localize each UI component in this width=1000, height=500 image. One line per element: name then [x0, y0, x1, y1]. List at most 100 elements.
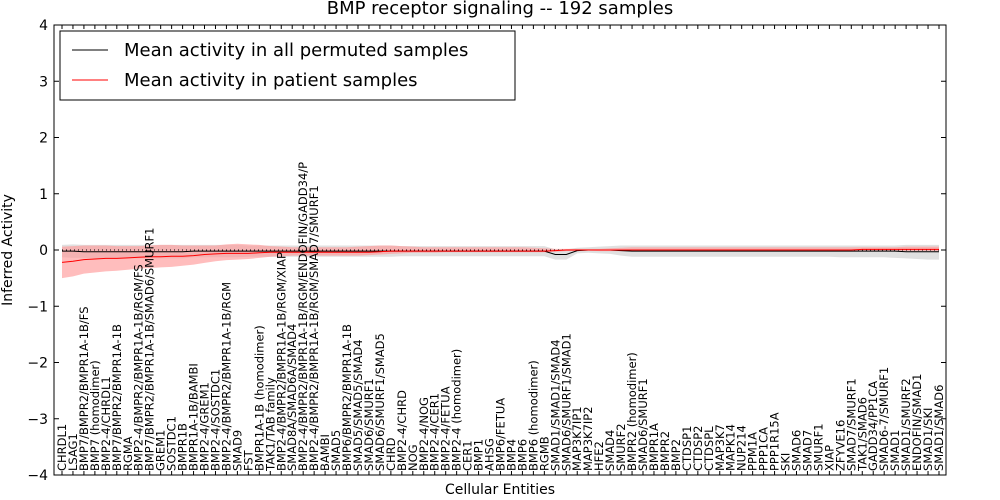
x-tick-label: MAP3K7IP1: [570, 406, 584, 471]
y-tick-label: −4: [27, 468, 48, 484]
x-tick-label: FST: [241, 449, 255, 471]
x-tick-label: SMAD6/SMURF1/SMAD1: [559, 333, 573, 471]
x-tick-label: BMPR1A-1B (homodimer): [252, 325, 266, 471]
x-tick-label: ZFYVE16: [833, 420, 847, 471]
y-tick-label: 4: [39, 18, 48, 34]
x-tick-label: XIAP: [822, 445, 836, 471]
y-tick-label: 1: [39, 187, 48, 203]
y-tick-label: 2: [39, 131, 48, 147]
x-tick-label: BMP2-4/CER1: [428, 393, 442, 471]
y-tick-label: −3: [27, 412, 48, 428]
x-tick-label: BMP4: [505, 439, 519, 471]
x-tick-label: SMAD1: [888, 430, 902, 471]
x-tick-label: MAP3K7IP2: [581, 406, 595, 471]
x-tick-label: BMP1: [472, 439, 486, 471]
x-tick-label: CTDSP1: [680, 426, 694, 471]
x-tick-label: BMP7 (homodimer): [88, 360, 102, 471]
x-tick-label: BMP2-4/CHRD: [395, 390, 409, 471]
x-tick-label: LSAG1: [66, 433, 80, 471]
x-tick-label: BMP2-4/FETUA: [439, 386, 453, 471]
x-tick-label: CTDSP2: [691, 426, 705, 471]
x-tick-label: PPP1R15A: [768, 412, 782, 471]
x-tick-label: SMAD4: [603, 430, 617, 471]
y-tick-label: 0: [39, 243, 48, 259]
x-tick-label: RGMB: [537, 436, 551, 471]
x-tick-label: NOG: [406, 444, 420, 471]
x-tick-label: BMP6 (homodimer): [526, 360, 540, 471]
series-lines: [61, 248, 939, 263]
x-tick-label: GADD34/PP1CA: [866, 381, 880, 471]
confidence-bands: [54, 243, 946, 279]
x-tick-label: BMPR1B: [176, 423, 190, 471]
x-tick-label: SMAD6-7/SMURF1: [877, 367, 891, 471]
x-tick-label: BMP2: [669, 439, 683, 471]
x-tick-label: SMAD6/SMURF1/SMAD5: [373, 333, 387, 471]
x-tick-label: BMP7/BMPR2/BMPR1A-1B: [110, 324, 124, 471]
x-tick-label: BMP2-4/BMPR2/BMPR1A-1B/RGM/XIAP: [274, 252, 288, 471]
x-tick-label: SMAD6: [790, 430, 804, 471]
x-tick-label: BMP2-4/CHRDL1: [99, 376, 113, 471]
x-tick-label: HFE2: [592, 441, 606, 471]
x-tick-label: BMP2-4/BMPR2/BMPR1A-1B/RGM/FS: [132, 264, 146, 471]
x-tick-label: SMAD7/SMURF1: [844, 378, 858, 471]
x-tick-label: CHRDL1: [55, 424, 69, 471]
x-tick-label: CTDSPL: [702, 426, 716, 471]
legend-box: [59, 30, 516, 101]
y-tick-label: 3: [39, 74, 48, 90]
x-tick-label: TAK1/SMAD6: [855, 397, 869, 472]
x-tick-label: MAPK14: [724, 424, 738, 471]
x-tick-label: SMAD7: [801, 430, 815, 471]
series-band-1: [62, 243, 939, 279]
x-tick-label: SMURF2: [614, 423, 628, 471]
x-tick-label: MAP3K7: [713, 424, 727, 471]
x-tick-label: BAMBI: [318, 434, 332, 471]
x-tick-label: BMP2-4/NOG: [417, 397, 431, 471]
x-tick-label: AHSG: [483, 438, 497, 471]
legend-label-permuted: Mean activity in all permuted samples: [124, 40, 468, 61]
x-tick-label: SMAD1/SMAD6: [932, 385, 946, 471]
x-tick-label: NUP214: [735, 425, 749, 471]
x-tick-label: SMAD8A/SMAD6A/SMAD4: [285, 324, 299, 471]
chart-title: BMP receptor signaling -- 192 samples: [327, 0, 674, 19]
x-tick-label: BMPR1A: [647, 423, 661, 471]
y-axis-label: Inferred Activity: [0, 194, 16, 306]
x-tick-label: BMP2-4/BMPR2/BMPR1A-1B/RGM/SMAD7/SMURF1: [307, 185, 321, 471]
x-tick-label: BMP2-4/GREM1: [198, 382, 212, 471]
x-tick-label: SMAD9: [230, 430, 244, 471]
x-tick-label: BMPR2: [658, 431, 672, 471]
x-tick-label: SMAD1/SMAD1/SMAD4: [548, 339, 562, 471]
x-tick-label: SMAD5/SMAD5/SMAD4: [351, 339, 365, 471]
x-tick-label: TAK1/TAB family: [263, 377, 277, 472]
x-tick-label: SMAD5: [329, 430, 343, 471]
x-axis-label: Cellular Entities: [445, 482, 555, 498]
x-tick-label: BMP6/BMPR2/BMPR1A-1B: [340, 324, 354, 471]
legend-label-patient: Mean activity in patient samples: [124, 70, 418, 91]
x-tick-label: BMP2-4 (homodimer): [450, 349, 464, 471]
x-tick-label: ENDOFIN/SMAD1: [910, 373, 924, 471]
legend: Mean activity in all permuted samples Me…: [59, 30, 516, 101]
x-tick-label: SOSTDC1: [165, 416, 179, 471]
x-tick-label: BMP7/BMPR2/BMPR1A-1B/SMAD6/SMURF1: [143, 228, 157, 471]
x-tick-label: GREM1: [154, 430, 168, 471]
x-tick-label: BMP6/FETUA: [494, 398, 508, 471]
x-tick-label: SMAD1/SMURF2: [899, 378, 913, 471]
x-tick-label: BMPR2 (homodimer): [625, 352, 639, 471]
y-tick-label: −2: [27, 356, 48, 372]
series-line-1: [61, 248, 939, 263]
x-tick-label: SMAD6/SMURF1: [636, 378, 650, 471]
x-tick-label: SMAD1/SKI: [921, 408, 935, 471]
x-tick-label: SKI: [779, 453, 793, 471]
x-tick-label: PPP1CA: [757, 427, 771, 471]
x-tick-label: RGMA: [121, 436, 135, 471]
x-tick-label: BMP6: [515, 439, 529, 471]
x-tick-label: CHRD: [384, 437, 398, 471]
x-tick-label: BMPR1A-1B/BAMBI: [187, 363, 201, 471]
x-tick-label: CER1: [461, 440, 475, 471]
y-axis: 4 3 2 1 0 −1 −2 −3 −4: [27, 18, 946, 484]
x-tick-label: BMP7/BMPR2/BMPR1A-1B/FS: [77, 306, 91, 470]
x-tick-label: SMURF1: [811, 423, 825, 471]
x-tick-label: SMAD6/SMURF1: [362, 378, 376, 471]
x-tick-label: PPM1A: [746, 432, 760, 471]
